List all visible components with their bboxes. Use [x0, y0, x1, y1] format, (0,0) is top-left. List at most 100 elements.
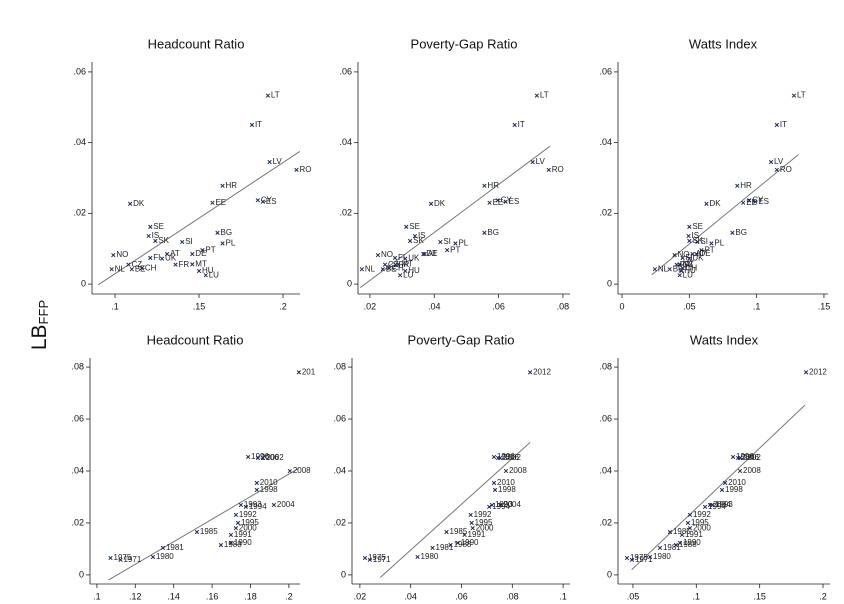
x-tick-label: .04 — [404, 591, 417, 601]
point-label: LU — [683, 270, 693, 279]
point-label: 1971 — [124, 555, 142, 564]
point-label: PT — [704, 245, 714, 254]
point-marker — [220, 241, 225, 246]
point-label: ES — [266, 197, 277, 206]
point-label: BE — [135, 264, 146, 273]
point-marker — [287, 468, 292, 474]
y-tick-label: .06 — [71, 413, 84, 423]
y-tick-label: .06 — [339, 66, 352, 76]
point-label: CZ — [683, 260, 694, 269]
point-label: 1980 — [421, 552, 439, 561]
point-label: NL — [115, 264, 126, 273]
point-label: LU — [403, 270, 413, 279]
y-tick-label: 0 — [79, 569, 84, 579]
point-label: CH — [392, 263, 404, 272]
point-marker — [737, 455, 743, 461]
point-marker — [647, 554, 653, 560]
point-label: SE — [153, 222, 164, 231]
fit-line — [359, 145, 551, 289]
point-marker — [497, 502, 503, 508]
point-marker — [260, 199, 266, 204]
point-label: 1993 — [495, 500, 513, 509]
point-marker — [677, 273, 682, 278]
point-marker — [444, 529, 449, 535]
point-marker — [482, 230, 487, 235]
point-label: CY — [501, 195, 513, 204]
y-tick-label: .06 — [333, 413, 346, 423]
point-marker — [228, 532, 234, 538]
point-label: DE — [426, 249, 437, 258]
x-tick-label: .1 — [93, 591, 101, 601]
point-label: 1994 — [708, 502, 726, 511]
point-label: 1971 — [635, 555, 653, 564]
x-tick-label: .06 — [492, 301, 505, 311]
point-marker — [173, 262, 178, 267]
point-label: 2004 — [277, 500, 295, 509]
point-marker — [367, 557, 372, 562]
point-marker — [255, 198, 260, 203]
point-label: UK — [408, 254, 420, 263]
point-label: LV — [774, 157, 784, 166]
point-marker — [462, 532, 467, 538]
y-tick-label: .04 — [339, 137, 352, 147]
point-label: CH — [686, 263, 698, 272]
point-label: 1995 — [241, 518, 259, 527]
point-marker — [503, 468, 509, 474]
point-label: PL — [226, 239, 236, 248]
point-label: 1990 — [683, 538, 701, 547]
point-marker — [148, 255, 153, 261]
point-label: 1994 — [492, 502, 510, 511]
point-label: 1981 — [436, 543, 454, 552]
point-label: 1985 — [450, 527, 468, 536]
x-tick-label: .06 — [455, 591, 468, 601]
point-label: DE — [699, 249, 710, 258]
point-label: NL — [658, 264, 669, 273]
point-marker — [235, 520, 241, 526]
y-tick-label: .02 — [339, 208, 352, 218]
y-tick-label: .02 — [599, 517, 612, 527]
point-marker — [695, 239, 700, 245]
point-marker — [387, 266, 392, 271]
point-marker — [127, 201, 133, 206]
point-marker — [210, 200, 215, 205]
point-marker — [497, 455, 503, 461]
point-label: 2006 — [261, 453, 279, 462]
point-label: BG — [221, 228, 233, 237]
point-label: 1992 — [239, 510, 257, 519]
x-tick-label: .05 — [683, 301, 696, 311]
point-label: SK — [158, 236, 169, 245]
point-label: 2002 — [266, 453, 284, 462]
point-marker — [534, 93, 540, 98]
x-tick-label: .14 — [167, 591, 180, 601]
point-marker — [709, 241, 714, 246]
point-label: SI — [700, 237, 708, 246]
y-tick-label: .06 — [73, 66, 86, 76]
y-tick-label: .06 — [599, 413, 612, 423]
y-tick-label: 0 — [341, 569, 346, 579]
point-label: ES — [509, 197, 520, 206]
y-tick-label: .04 — [333, 465, 346, 475]
point-label: SE — [692, 222, 703, 231]
fit-line — [108, 467, 299, 581]
point-label: 1980 — [156, 552, 174, 561]
point-marker — [530, 159, 535, 165]
y-tick-label: .02 — [71, 517, 84, 527]
x-tick-label: .05 — [627, 591, 640, 601]
point-label: 1996 — [251, 452, 269, 461]
fit-line — [97, 151, 301, 286]
point-label: 1998 — [260, 485, 278, 494]
point-marker — [730, 230, 735, 235]
point-marker — [403, 256, 408, 261]
panel-title: Poverty-Gap Ratio — [408, 332, 515, 347]
point-label: UK — [165, 254, 177, 263]
point-label: PT — [205, 245, 215, 254]
point-label: 1985 — [200, 527, 218, 536]
point-label: 1995 — [475, 518, 493, 527]
point-marker — [677, 540, 683, 546]
point-label: PL — [458, 239, 468, 248]
point-label: 1975 — [630, 553, 648, 562]
point-marker — [148, 224, 153, 229]
point-label: 1991 — [468, 530, 486, 539]
y-tick-label: 0 — [347, 278, 352, 288]
point-marker — [448, 542, 453, 548]
